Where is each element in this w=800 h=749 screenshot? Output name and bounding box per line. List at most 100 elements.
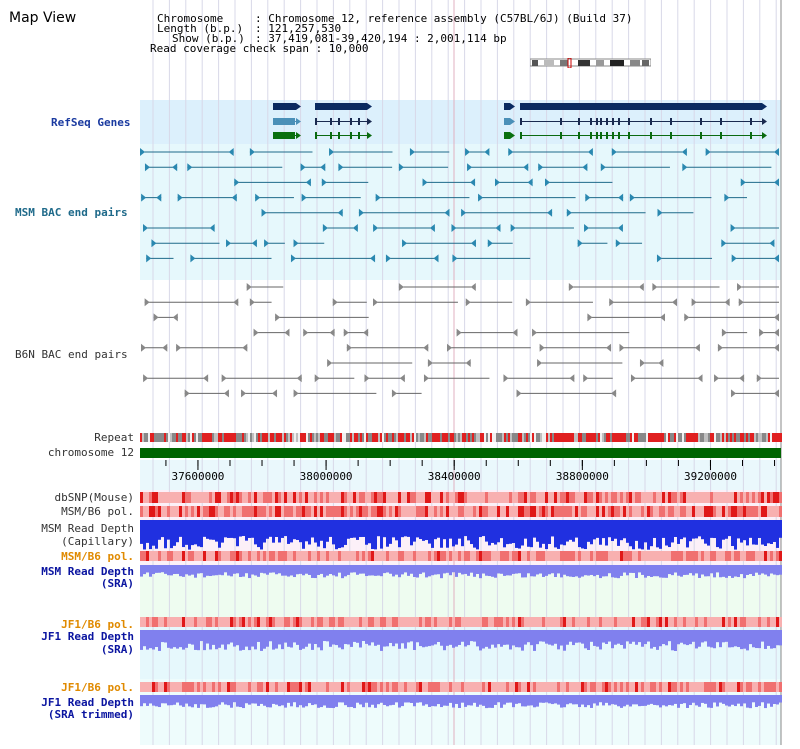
msm-sra-depth [401,565,404,575]
refseq-genes-label[interactable]: RefSeq Genes [51,116,131,129]
bac-end [176,343,182,352]
msm-pol2-strip [713,551,716,561]
repeat-segment [234,433,236,442]
msm-pol-strip [656,506,659,517]
jf1-depth-sra-label: JF1 Read Depth [41,630,134,643]
repeat-segment [158,433,160,442]
repeat-segment [454,433,456,442]
jf1-pol2-strip [212,682,215,692]
jf1-pol-strip [143,617,146,627]
jf1-trimmed-depth [740,695,743,707]
bac-end [527,178,533,187]
chromosome-ideogram[interactable] [529,53,652,69]
msm-bac-label[interactable]: MSM BAC end pairs [15,206,128,219]
repeat-segment [314,433,316,442]
msm-sra-depth [683,565,686,575]
repeat-segment [440,433,442,442]
msm-pol-strip [359,506,362,517]
msm-capillary-depth [317,520,320,547]
msm-pol2-strip [275,551,278,561]
repeat-segment [372,433,374,442]
bac-end [433,254,439,263]
repeat-segment [222,433,224,442]
dbsnp-strip [497,492,500,503]
repeat-segment [160,433,162,442]
jf1-pol-strip [647,617,650,627]
jf1-pol-strip [377,617,380,627]
gene-block [315,132,317,139]
msm-capillary-depth [215,520,218,542]
msm-pol2-strip [272,551,275,561]
jf1-trimmed-depth [647,695,650,705]
msm-capillary-depth [344,520,347,545]
jf1-sra-depth [344,630,347,645]
msm-capillary-depth [608,520,611,538]
jf1-pol-strip [257,617,260,627]
dbsnp-strip [464,492,467,503]
repeat-segment [532,433,534,442]
dbsnp-strip [695,492,698,503]
repeat-segment [406,433,408,442]
jf1-trimmed-depth [746,695,749,708]
msm-sra-depth [560,565,563,578]
repeat-segment [156,433,158,442]
jf1-trimmed-depth [707,695,710,708]
dbsnp-strip [614,492,617,503]
msm-pol-strip [305,506,308,517]
repeat-segment [180,433,182,442]
jf1-sra-depth [551,630,554,646]
repeat-segment [726,433,728,442]
jf1-sra-depth [155,630,158,648]
jf1-trimmed-depth [629,695,632,707]
repeat-segment [450,433,452,442]
dbsnp-strip [578,492,581,503]
jf1-trimmed-depth [284,695,287,708]
jf1-pol-strip [629,617,632,627]
jf1-pol-strip [530,617,533,627]
axis-tick-label: 38000000 [300,470,353,483]
repeat-segment [492,433,494,442]
jf1-pol2-strip [503,682,506,692]
msm-pol-strip [662,506,665,517]
jf1-pol2-strip [569,682,572,692]
msm-sra-depth [536,565,539,575]
repeat-segment [710,433,712,442]
jf1-trimmed-depth [194,695,197,705]
jf1-pol2-strip [680,682,683,692]
jf1-sra-depth [485,630,488,647]
jf1-pol-strip [473,617,476,627]
jf1-pol-strip [527,617,530,627]
repeat-segment [468,433,470,442]
repeat-segment [752,433,754,442]
jf1-pol2-strip [617,682,620,692]
msm-capillary-depth [737,520,740,539]
jf1-trimmed-depth [200,695,203,705]
dbsnp-strip [434,492,437,503]
repeat-segment [536,433,538,442]
jf1-pol-strip [596,617,599,627]
dbsnp-strip [221,492,224,503]
bac-end [503,374,509,383]
jf1-pol2-strip [341,682,344,692]
jf1-pol2-strip [329,682,332,692]
msm-pol-strip [653,506,656,517]
jf1-sra-depth [353,630,356,642]
repeat-segment [470,433,472,442]
jf1-sra-depth [689,630,692,645]
jf1-sra-depth [410,630,413,642]
b6n-bac-label[interactable]: B6N BAC end pairs [15,348,128,361]
msm-sra-depth [770,565,773,574]
msm-pol2-strip [185,551,188,561]
msm-sra-depth [191,565,194,575]
msm-sra-depth [731,565,734,578]
repeat-segment [612,433,614,442]
jf1-pol-strip [425,617,428,627]
msm-pol-strip [377,506,380,517]
repeat-segment [332,433,334,442]
msm-pol2-strip [455,551,458,561]
jf1-trimmed-depth [401,695,404,707]
bac-end [296,374,302,383]
msm-sra-depth [209,565,212,577]
jf1-trimmed-depth [143,695,146,704]
